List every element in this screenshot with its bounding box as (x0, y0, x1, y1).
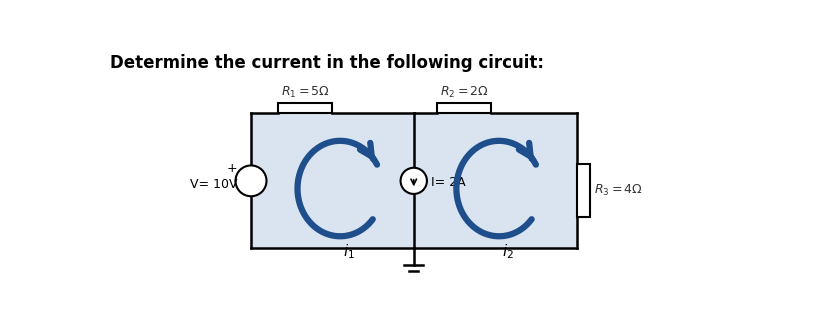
Circle shape (401, 168, 427, 194)
Text: $i_2$: $i_2$ (502, 243, 515, 261)
Text: $i_1$: $i_1$ (344, 243, 355, 261)
Bar (278, 103, 332, 114)
Text: $R_3 = 4\Omega$: $R_3 = 4\Omega$ (593, 183, 642, 198)
Circle shape (236, 165, 266, 196)
Bar (577, 164, 590, 217)
Text: Determine the current in the following circuit:: Determine the current in the following c… (110, 54, 544, 72)
Text: V= 10V: V= 10V (190, 178, 237, 191)
Text: $R_1 = 5\Omega$: $R_1 = 5\Omega$ (281, 85, 330, 99)
Text: +: + (227, 162, 237, 175)
Text: I= 2A: I= 2A (431, 176, 466, 189)
Bar (437, 103, 491, 114)
Text: $R_2 = 2\Omega$: $R_2 = 2\Omega$ (440, 85, 489, 99)
Bar (251, 114, 577, 248)
